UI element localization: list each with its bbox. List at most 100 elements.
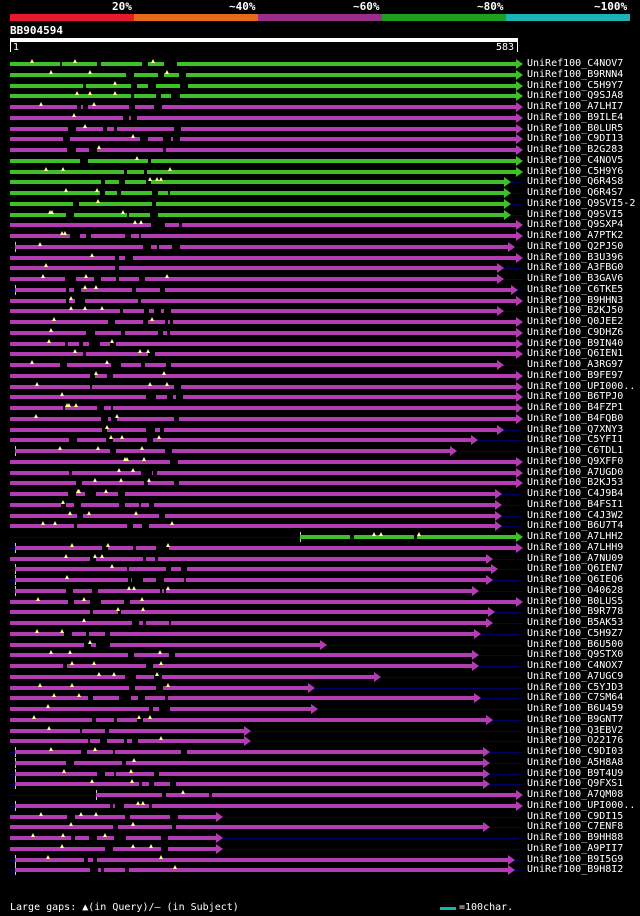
hit-row[interactable]: UniRef100_A3FBG0	[0, 262, 640, 274]
hit-row[interactable]: UniRef100_C4NOV7	[0, 58, 640, 70]
hit-row[interactable]: UniRef100_B4FZP1	[0, 402, 640, 414]
hit-label[interactable]: UniRef100_B9T4U9	[527, 767, 624, 779]
hit-bar[interactable]	[10, 180, 504, 185]
hit-row[interactable]: UniRef100_B9I5G9	[0, 853, 640, 866]
hit-label[interactable]: UniRef100_B0LUS5	[527, 595, 624, 607]
hit-row[interactable]: UniRef100_B2G283	[0, 144, 640, 156]
hit-bar[interactable]	[10, 223, 516, 228]
hit-row[interactable]: UniRef100_B2KJ50	[0, 305, 640, 317]
hit-row[interactable]: UniRef100_A7PTK2	[0, 230, 640, 242]
hit-row[interactable]: UniRef100_B4FSI1	[0, 499, 640, 511]
hit-row[interactable]: UniRef100_Q3EBV2	[0, 725, 640, 737]
hit-bar[interactable]	[10, 825, 484, 830]
hit-bar[interactable]	[10, 438, 472, 443]
hit-row[interactable]: UniRef100_C6TKE5	[0, 284, 640, 296]
hit-bar[interactable]	[10, 470, 516, 475]
hit-label[interactable]: UniRef100_B9H8I2	[527, 864, 624, 876]
hit-label[interactable]: UniRef100_C9DI03	[527, 746, 624, 757]
hit-bar[interactable]	[10, 524, 495, 529]
hit-row[interactable]: UniRef100_C5H9Z7	[0, 627, 640, 640]
hit-label[interactable]: UniRef100_B9I5G9	[527, 853, 624, 865]
hit-label[interactable]: UniRef100_A5H8A8	[527, 756, 624, 768]
hit-bar[interactable]	[10, 298, 516, 303]
hit-label[interactable]: UniRef100_Q9STX0	[527, 649, 624, 661]
hit-label[interactable]: UniRef100_C5H9Z7	[527, 627, 624, 639]
hit-bar[interactable]	[10, 406, 516, 410]
hit-label[interactable]: UniRef100_O22176	[527, 735, 624, 747]
hit-row[interactable]: UniRef100_Q0JEE2	[0, 316, 640, 328]
hit-row[interactable]: UniRef100_B9RNN4	[0, 69, 640, 81]
hit-label[interactable]: UniRef100_C5H9Y6	[527, 165, 624, 177]
hit-label[interactable]: UniRef100_C7SM64	[527, 692, 624, 704]
hit-bar[interactable]	[10, 105, 516, 109]
hit-bar[interactable]	[10, 502, 495, 507]
hit-label[interactable]: UniRef100_Q6IEN7	[527, 563, 624, 575]
hit-row[interactable]: UniRef100_Q9STX0	[0, 649, 640, 661]
hit-bar[interactable]	[10, 556, 486, 561]
hit-bar[interactable]	[10, 330, 516, 335]
hit-row[interactable]: UniRef100_O22176	[0, 735, 640, 747]
hit-label[interactable]: UniRef100_B5AK53	[527, 617, 624, 628]
hit-row[interactable]: UniRef100_B9FE97	[0, 370, 640, 382]
hit-label[interactable]: UniRef100_C4NOX7	[527, 660, 624, 671]
hit-row[interactable]: UniRef100_A5H8A8	[0, 756, 640, 769]
hit-label[interactable]: UniRef100_A7QM08	[527, 789, 624, 800]
hit-row[interactable]: UniRef100_A7UGC9	[0, 670, 640, 683]
hit-bar[interactable]	[10, 363, 497, 367]
hit-row[interactable]: UniRef100_C4J9B4	[0, 488, 640, 500]
hit-bar[interactable]	[10, 320, 516, 324]
hit-label[interactable]: UniRef100_B6TPJ0	[527, 391, 624, 403]
hit-bar[interactable]	[10, 642, 321, 647]
hit-bar[interactable]	[10, 846, 217, 851]
hit-row[interactable]: UniRef100_Q9SVI5	[0, 209, 640, 221]
hit-bar[interactable]	[10, 191, 504, 195]
hit-row[interactable]: UniRef100_B6U7T4	[0, 520, 640, 532]
hit-row[interactable]: UniRef100_Q6R4S7	[0, 187, 640, 199]
hit-bar[interactable]	[10, 599, 516, 604]
hit-bar[interactable]	[10, 255, 516, 260]
hit-row[interactable]: UniRef100_A7NU09	[0, 553, 640, 565]
hit-bar[interactable]	[10, 62, 516, 66]
hit-bar[interactable]	[10, 201, 504, 206]
hit-label[interactable]: UniRef100_Q6R4S8	[527, 176, 624, 188]
hit-label[interactable]: UniRef100_B6U459	[527, 703, 624, 714]
hit-label[interactable]: UniRef100_A7UGC9	[527, 670, 624, 682]
hit-label[interactable]: UniRef100_Q6R4S7	[527, 187, 624, 198]
hit-bar[interactable]	[10, 416, 516, 421]
hit-label[interactable]: UniRef100_UPI000..	[527, 799, 636, 811]
hit-row[interactable]: UniRef100_C5YJD3	[0, 682, 640, 694]
hit-bar[interactable]	[10, 126, 516, 131]
hit-label[interactable]: UniRef100_B3U396	[527, 251, 624, 263]
hit-row[interactable]: UniRef100_C7ENF8	[0, 821, 640, 833]
hit-bar[interactable]	[10, 395, 516, 400]
hit-label[interactable]: UniRef100_C7ENF8	[527, 821, 624, 833]
hit-row[interactable]: UniRef100_B9ILE4	[0, 112, 640, 124]
hit-row[interactable]: UniRef100_A7QM08	[0, 789, 640, 801]
hit-row[interactable]: UniRef100_B6U500	[0, 639, 640, 651]
hit-bar[interactable]	[10, 169, 516, 174]
hit-bar[interactable]	[15, 803, 516, 808]
hit-label[interactable]: UniRef100_Q9XFF0	[527, 455, 624, 467]
hit-row[interactable]: UniRef100_B0LUR5	[0, 123, 640, 135]
hit-row[interactable]: UniRef100_B9R778	[0, 606, 640, 618]
hit-label[interactable]: UniRef100_Q2PJS0	[527, 240, 624, 252]
hit-row[interactable]: UniRef100_Q9FXS1	[0, 778, 640, 790]
hit-bar[interactable]	[10, 492, 495, 496]
hit-label[interactable]: UniRef100_B9HHN3	[527, 294, 624, 306]
hit-row[interactable]: UniRef100_B4FQB0	[0, 413, 640, 425]
hit-bar[interactable]	[15, 782, 484, 787]
hit-label[interactable]: UniRef100_B9HH88	[527, 832, 624, 843]
hit-row[interactable]: UniRef100_C9DI15	[0, 811, 640, 823]
hit-label[interactable]: UniRef100_C5YFI1	[527, 434, 624, 446]
hit-row[interactable]: UniRef100_Q6IEQ6	[0, 574, 640, 586]
hit-row[interactable]: UniRef100_Q6IEN1	[0, 348, 640, 360]
hit-row[interactable]: UniRef100_C4J3W2	[0, 509, 640, 522]
hit-bar[interactable]	[15, 857, 509, 862]
hit-label[interactable]: UniRef100_B9R778	[527, 606, 624, 618]
hit-label[interactable]: UniRef100_B2G283	[527, 144, 624, 155]
hit-row[interactable]: UniRef100_C4NOV5	[0, 155, 640, 167]
hit-label[interactable]: UniRef100_Q9SVI5-2	[527, 197, 636, 209]
hit-bar[interactable]	[10, 384, 516, 389]
hit-label[interactable]: UniRef100_C4J3W2	[527, 509, 624, 521]
hit-bar[interactable]	[10, 631, 475, 636]
